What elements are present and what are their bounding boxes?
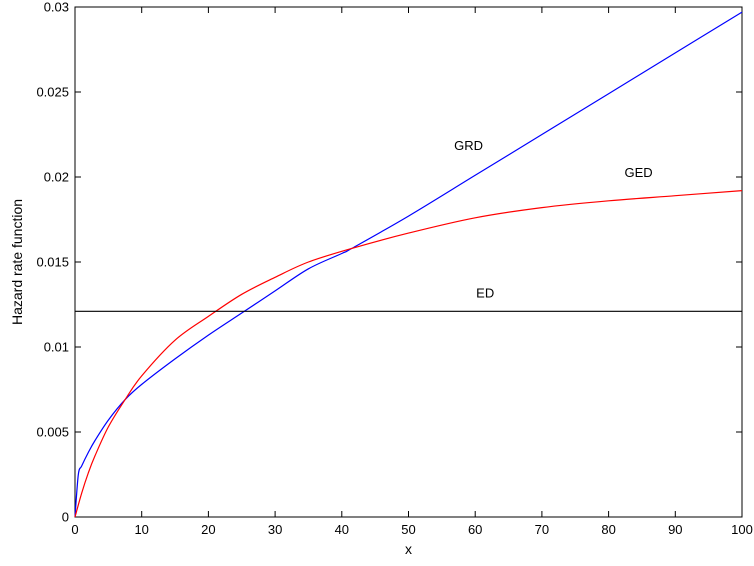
y-tick-label: 0.025 (36, 85, 69, 100)
x-tick-label: 90 (668, 522, 682, 537)
x-tick-label: 70 (535, 522, 549, 537)
x-tick-label: 20 (201, 522, 215, 537)
x-tick-label: 60 (468, 522, 482, 537)
y-axis-title: Hazard rate function (9, 199, 25, 325)
annotation-layer: GRD GED ED (454, 138, 653, 301)
plot-area (74, 6, 743, 518)
x-tick-label: 80 (601, 522, 615, 537)
x-axis-title: x (405, 541, 412, 557)
x-axis: 0 10 20 30 40 50 60 70 80 90 100 (71, 7, 753, 537)
y-tick-label: 0 (62, 510, 69, 525)
series-line-grd (74, 11, 743, 518)
series-label-grd: GRD (454, 138, 483, 153)
x-tick-label: 0 (71, 522, 78, 537)
y-tick-label: 0.015 (36, 255, 69, 270)
x-tick-label: 10 (134, 522, 148, 537)
x-tick-label: 50 (401, 522, 415, 537)
y-tick-label: 0.01 (44, 340, 69, 355)
plot-frame (74, 6, 743, 518)
x-tick-label: 100 (731, 522, 753, 537)
y-tick-label: 0.005 (36, 425, 69, 440)
series-label-ed: ED (476, 286, 494, 301)
x-tick-label: 40 (335, 522, 349, 537)
x-tick-label: 30 (268, 522, 282, 537)
y-tick-label: 0.02 (44, 170, 69, 185)
series-layer (74, 11, 743, 518)
y-axis: 0 0.005 0.01 0.015 0.02 0.025 0.03 (36, 0, 742, 525)
y-tick-label: 0.03 (44, 0, 69, 15)
series-label-ged: GED (625, 165, 653, 180)
series-line-ged (74, 190, 743, 518)
